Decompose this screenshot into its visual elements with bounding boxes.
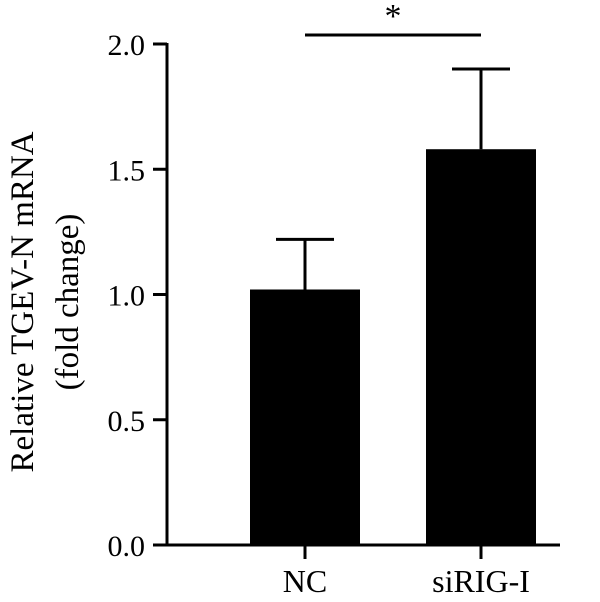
- bars: [250, 149, 536, 545]
- y-axis-label: Relative TGEV-N mRNA (fold change): [5, 131, 86, 472]
- axes: 0.0 0.5 1.0 1.5 2.0 NC siRIG-I: [108, 29, 560, 599]
- y-tick-label: 0.0: [108, 530, 146, 563]
- error-bars: [276, 67, 510, 290]
- y-axis-label-line1: Relative TGEV-N mRNA: [5, 131, 41, 472]
- x-tick-label: siRIG-I: [432, 563, 530, 599]
- y-tick-label: 2.0: [108, 29, 146, 62]
- y-tick-label: 0.5: [108, 405, 146, 438]
- y-tick-label: 1.0: [108, 280, 146, 313]
- y-axis-label-line2: (fold change): [50, 214, 86, 391]
- significance-marker: *: [385, 0, 402, 35]
- bar: [250, 289, 360, 545]
- significance-annotation: *: [305, 0, 481, 37]
- x-tick-label: NC: [283, 563, 327, 599]
- y-tick-label: 1.5: [108, 154, 146, 187]
- bar: [426, 149, 536, 545]
